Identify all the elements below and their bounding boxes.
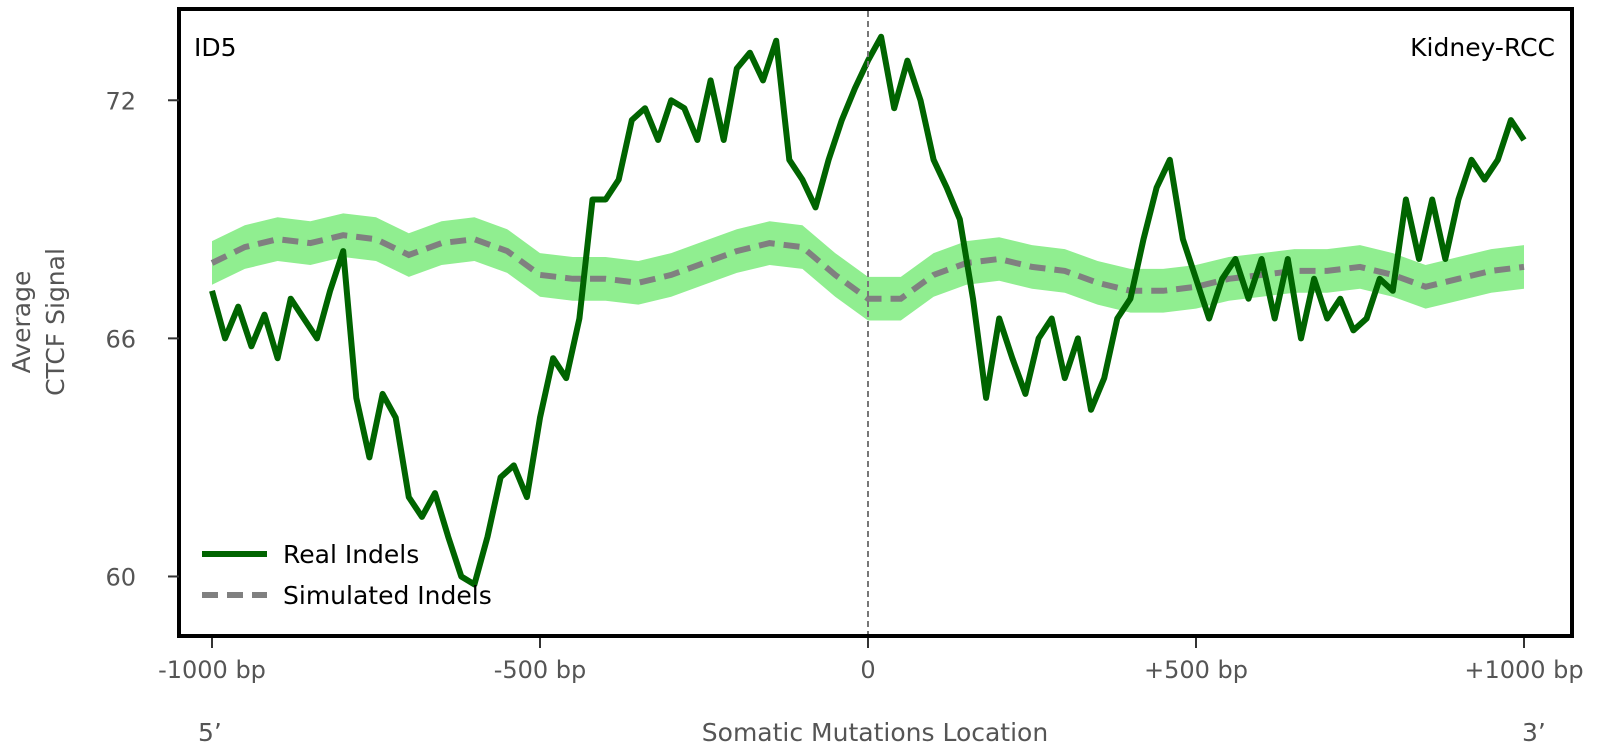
x-axis: -1000 bp -500 bp 0 +500 bp +1000 bp (158, 638, 1584, 684)
x-end-right-label: 3’ (1522, 718, 1546, 747)
panel-label: ID5 (194, 33, 237, 62)
tissue-label: Kidney-RCC (1410, 33, 1555, 62)
x-axis-title: Somatic Mutations Location (702, 718, 1048, 747)
x-tick-label: +500 bp (1144, 656, 1248, 684)
simulated-indels-line (210, 232, 1525, 302)
simulated-indels-band (212, 213, 1524, 321)
plot-frame (177, 7, 1574, 638)
x-end-left-label: 5’ (198, 718, 222, 747)
y-axis-title-line1: Average (7, 271, 36, 374)
x-tick-label: 0 (860, 656, 875, 684)
y-axis: 60 66 72 (105, 87, 179, 591)
legend: Real Indels Simulated Indels (202, 540, 492, 610)
x-tick-label: -500 bp (494, 656, 587, 684)
legend-label-simulated: Simulated Indels (283, 581, 492, 610)
y-tick-label: 72 (105, 87, 136, 115)
y-tick-label: 66 (105, 325, 136, 353)
plot-content (209, 33, 1527, 588)
x-tick-label: +1000 bp (1464, 656, 1583, 684)
legend-label-real: Real Indels (283, 540, 419, 569)
real-indels-line (209, 33, 1527, 588)
x-tick-label: -1000 bp (158, 656, 266, 684)
y-axis-title-line2: CTCF Signal (41, 248, 70, 396)
y-tick-label: 60 (105, 563, 136, 591)
